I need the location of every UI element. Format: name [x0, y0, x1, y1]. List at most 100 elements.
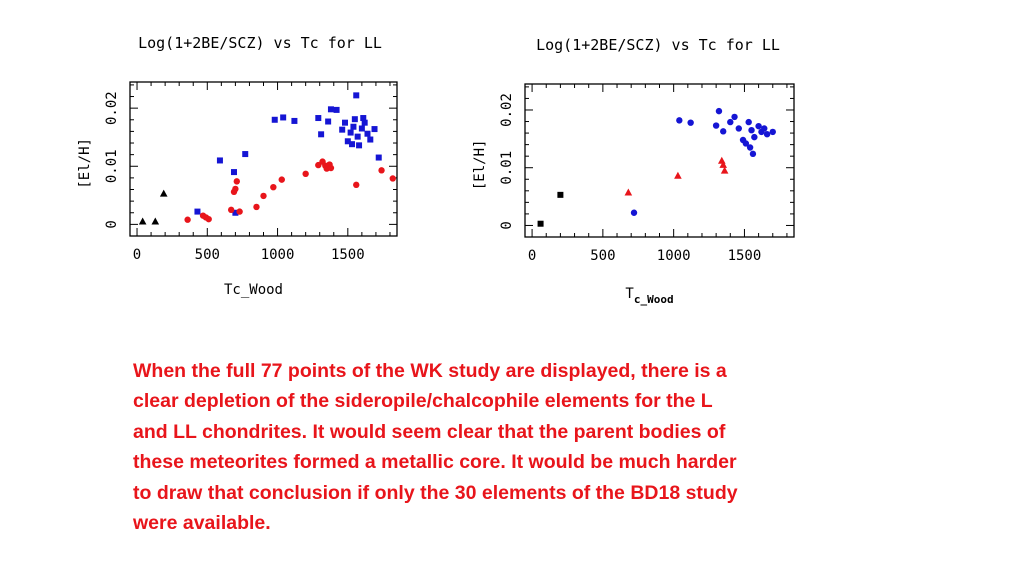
x-axis-label-subscript: c_Wood [634, 293, 674, 306]
data-point-circle [232, 185, 239, 193]
data-point-square [537, 220, 544, 227]
scatter-plot-right-svg: Log(1+2BE/SCZ) vs Tc for LL 0 500 1000 1500 0… [472, 36, 795, 306]
data-point-circle [712, 122, 720, 129]
data-point-circle [315, 161, 322, 169]
y-tick-label: 0.01 [104, 149, 120, 183]
data-point-circle [184, 216, 191, 223]
data-point-square [194, 208, 201, 215]
data-point-square [327, 106, 334, 113]
caption-line: were available. [133, 512, 271, 535]
data-point-square [371, 126, 378, 133]
data-point-circle [746, 144, 754, 151]
data-point-circle [761, 125, 768, 132]
data-point-circle [378, 167, 385, 174]
data-point-circle [751, 133, 758, 141]
data-point-square [350, 123, 357, 130]
data-point-circle [676, 117, 683, 124]
data-point-circle [630, 209, 638, 216]
x-tick-label: 1000 [261, 247, 295, 263]
x-tick-label: 0 [133, 247, 141, 263]
y-tick-label: 0 [499, 221, 515, 229]
data-point-square [271, 116, 278, 123]
data-point-square [318, 131, 325, 138]
caption-text: When the full 77 points of the WK study … [133, 356, 873, 538]
data-point-square [342, 119, 349, 126]
data-point-square [242, 151, 249, 158]
y-axis-label: [El/H] [472, 140, 488, 191]
data-point-triangle [674, 171, 682, 179]
data-point-triangle [159, 189, 168, 197]
data-point-square [344, 138, 351, 145]
plot-frame [524, 83, 795, 238]
scatter-plot-left: Log(1+2BE/SCZ) vs Tc for LL 0 500 1000 1500 0… [60, 0, 440, 320]
data-point-triangle [720, 166, 729, 174]
data-point-circle [727, 118, 734, 126]
data-point-square [356, 142, 363, 149]
data-point-square [354, 133, 361, 140]
y-tick-label: 0.02 [499, 93, 515, 127]
data-point-circle [742, 140, 750, 147]
data-point-square [361, 119, 368, 126]
data-point-circle [302, 170, 309, 178]
x-tick-label: 1500 [728, 248, 762, 264]
data-point-circle [389, 175, 396, 182]
caption-line: these meteorites formed a metallic core.… [133, 451, 737, 474]
data-point-circle [205, 215, 212, 223]
data-point-circle [715, 107, 723, 115]
data-point-square [557, 191, 564, 198]
data-point-circle [731, 113, 738, 121]
x-axis-label: Tc_Wood [224, 282, 283, 298]
data-point-circle [278, 176, 285, 183]
data-point-circle [749, 150, 757, 158]
data-point-square [375, 154, 382, 161]
data-point-square [280, 114, 287, 121]
data-point-circle [227, 206, 235, 214]
data-point-circle [253, 203, 260, 211]
data-point-triangle [138, 217, 147, 225]
x-tick-label: 1000 [657, 248, 691, 264]
data-point-square [351, 116, 358, 123]
y-axis-label: [El/H] [77, 138, 93, 189]
data-point-triangle [719, 160, 728, 168]
x-axis-label: Tc_Wood [625, 286, 673, 306]
data-point-square [230, 169, 237, 176]
x-tick-label: 1500 [331, 247, 365, 263]
chart-title: Log(1+2BE/SCZ) vs Tc for LL [138, 34, 382, 52]
plot-frame [129, 81, 398, 237]
data-point-square [358, 125, 365, 132]
caption-line: clear depletion of the sideropile/chalco… [133, 390, 713, 413]
data-point-square [367, 136, 374, 143]
data-point-circle [353, 181, 360, 189]
chart-title: Log(1+2BE/SCZ) vs Tc for LL [536, 36, 780, 54]
data-point-square [353, 92, 360, 99]
y-tick-label: 0 [104, 220, 120, 228]
data-point-circle [270, 183, 277, 191]
data-point-square [349, 141, 356, 148]
y-tick-label: 0.02 [104, 91, 120, 125]
x-tick-label: 0 [528, 248, 536, 264]
data-point-circle [236, 208, 243, 215]
data-point-circle [748, 126, 755, 134]
data-point-circle [745, 118, 752, 126]
data-point-circle [735, 125, 742, 132]
data-point-circle [327, 164, 335, 172]
data-point-square [325, 118, 332, 125]
data-point-triangle [717, 156, 726, 164]
scatter-plot-right: Log(1+2BE/SCZ) vs Tc for LL 0 500 1000 1500 0… [450, 0, 840, 320]
data-point-square [339, 126, 346, 133]
caption-line: to draw that conclusion if only the 30 e… [133, 481, 738, 504]
data-point-circle [769, 128, 776, 136]
data-point-square [232, 209, 239, 216]
data-point-square [347, 129, 354, 136]
data-point-square [360, 115, 367, 122]
y-tick-label: 0.01 [499, 151, 515, 185]
data-point-triangle [151, 217, 160, 225]
caption-line: and LL chondrites. It would seem clear t… [133, 420, 726, 443]
data-point-circle [755, 122, 762, 130]
caption-line: When the full 77 points of the WK study … [133, 360, 727, 382]
data-point-circle [763, 131, 771, 138]
data-point-square [364, 130, 371, 137]
data-point-square [216, 157, 223, 164]
data-point-triangle [624, 188, 633, 196]
data-point-square [315, 115, 322, 122]
